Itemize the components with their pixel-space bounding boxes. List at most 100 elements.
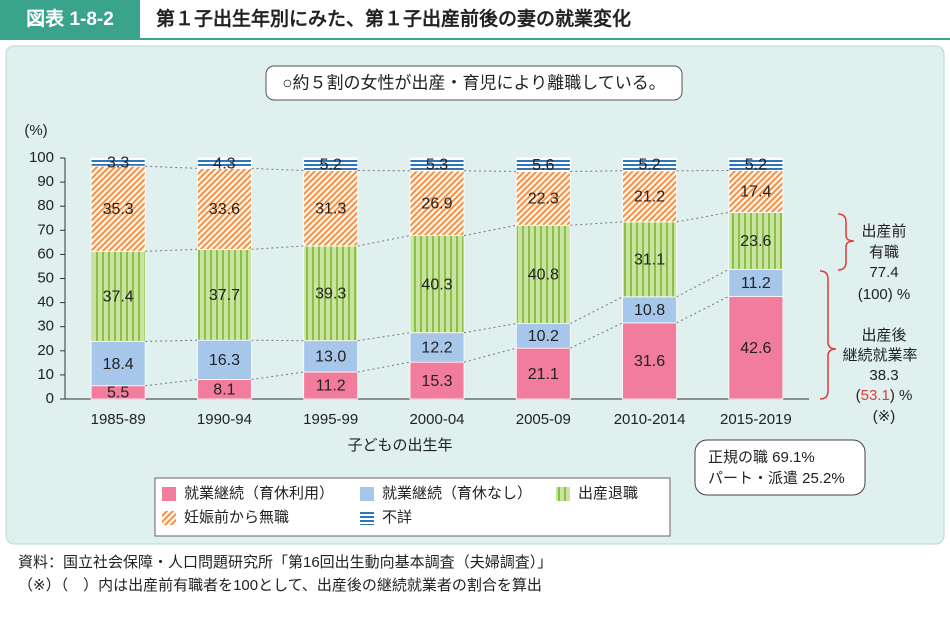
- connector: [251, 167, 304, 172]
- y-tick-label: 70: [37, 221, 54, 238]
- value-label: 5.5: [107, 385, 129, 402]
- value-label: 12.2: [421, 340, 452, 357]
- value-label: 5.2: [745, 156, 767, 173]
- bracket-upper: [837, 213, 855, 271]
- employment-box: [694, 439, 866, 496]
- value-label: 31.1: [634, 252, 665, 269]
- connector: [251, 245, 304, 250]
- value-label: 26.9: [421, 195, 452, 212]
- legend-label: 不詳: [382, 509, 412, 526]
- legend-label: 出産退職: [578, 485, 638, 502]
- figure-number: 図表 1-8-2: [26, 7, 114, 30]
- footnote: （※）（ ）内は出産前有職者を100として、出産後の継続就業者の割合を算出: [18, 576, 542, 594]
- bar-segment: [197, 167, 252, 250]
- legend-label: 妊娠前から無職: [184, 509, 289, 526]
- annotation: 38.3: [869, 367, 898, 384]
- x-tick-label: 1995-99: [303, 411, 358, 428]
- connector: [570, 170, 623, 172]
- value-label: 23.6: [740, 233, 771, 250]
- subtitle: ○約５割の女性が出産・育児により離職している。: [282, 73, 665, 92]
- bar-segment: [728, 170, 784, 213]
- bar-segment: [622, 157, 677, 172]
- y-tick-label: 80: [37, 197, 54, 214]
- legend-label: 就業継続（育休なし）: [382, 485, 532, 502]
- bar-segment: [622, 322, 677, 400]
- value-label: 10.2: [528, 328, 559, 345]
- y-tick-label: 90: [37, 173, 54, 190]
- x-tick-label: 2005-09: [516, 411, 571, 428]
- connector: [145, 248, 198, 252]
- value-label: 11.2: [741, 275, 771, 292]
- value-label: 5.3: [426, 157, 448, 174]
- annotation: 出産前: [861, 223, 906, 240]
- bar-segment: [622, 296, 677, 324]
- connector: [357, 361, 411, 373]
- value-label: 33.6: [209, 201, 240, 218]
- legend-swatch: [162, 487, 176, 501]
- employment-text: パート・派遣 25.2%: [708, 470, 845, 487]
- bar-segment: [728, 157, 784, 171]
- bar-segment: [409, 235, 465, 334]
- value-label: 37.4: [103, 289, 134, 306]
- y-tick-label: 50: [37, 269, 54, 286]
- connector: [357, 235, 411, 247]
- value-label: 37.7: [209, 287, 240, 304]
- legend-swatch: [556, 487, 570, 501]
- value-label: 13.0: [315, 349, 346, 366]
- bar-segment: [622, 221, 677, 298]
- connector: [251, 371, 304, 380]
- bar-segment: [197, 157, 252, 169]
- x-axis-title: 子どもの出生年: [347, 437, 452, 454]
- annotation: (※): [873, 408, 896, 425]
- annotation-part: ) %: [890, 387, 913, 404]
- value-label: 17.4: [740, 184, 771, 201]
- bar-segment: [303, 371, 359, 400]
- value-label: 21.2: [634, 189, 665, 206]
- value-label: 16.3: [209, 352, 240, 369]
- legend-swatch: [360, 511, 374, 525]
- subtitle-box: [265, 65, 683, 101]
- connector: [463, 347, 517, 363]
- y-tick-label: 30: [37, 318, 54, 335]
- bar-segment: [90, 341, 146, 387]
- bar-segment: [409, 157, 465, 172]
- value-label: 39.3: [315, 286, 346, 303]
- value-label: 21.1: [528, 366, 559, 383]
- value-label: 10.8: [634, 302, 665, 319]
- y-tick-label: 100: [29, 149, 54, 166]
- connector: [357, 332, 411, 342]
- x-tick-label: 1985-89: [91, 411, 146, 428]
- connector: [145, 378, 198, 387]
- bar-segment: [728, 295, 784, 400]
- annotation: 77.4: [869, 264, 898, 281]
- y-tick-label: 0: [46, 390, 54, 407]
- value-label: 8.1: [213, 381, 235, 398]
- value-label: 18.4: [103, 356, 134, 373]
- bar-segment: [409, 332, 465, 363]
- bar-segment: [303, 340, 359, 373]
- bar-segment: [90, 157, 146, 167]
- legend-box: [154, 477, 671, 537]
- value-label: 4.3: [213, 155, 235, 172]
- bar-segment: [515, 347, 571, 400]
- value-label: 31.6: [634, 353, 665, 370]
- y-tick-label: 20: [37, 342, 54, 359]
- value-label: 22.3: [528, 191, 559, 208]
- value-label: 15.3: [421, 373, 452, 390]
- connector: [463, 170, 517, 172]
- annotation-ratio: 53.1: [861, 387, 890, 404]
- bar-segment: [90, 165, 146, 252]
- connector: [145, 165, 198, 169]
- bar-segment: [409, 170, 465, 237]
- employment-text: 正規の職 69.1%: [708, 449, 815, 466]
- bracket-lower: [819, 270, 837, 400]
- y-tick-label: 10: [37, 366, 54, 383]
- connector: [463, 323, 517, 334]
- bar-segment: [515, 171, 571, 226]
- legend-label: 就業継続（育休利用）: [184, 485, 334, 502]
- bar-segment: [409, 361, 465, 400]
- bar-segment: [197, 339, 252, 380]
- x-tick-label: 1990-94: [197, 411, 252, 428]
- bar-segment: [622, 170, 677, 223]
